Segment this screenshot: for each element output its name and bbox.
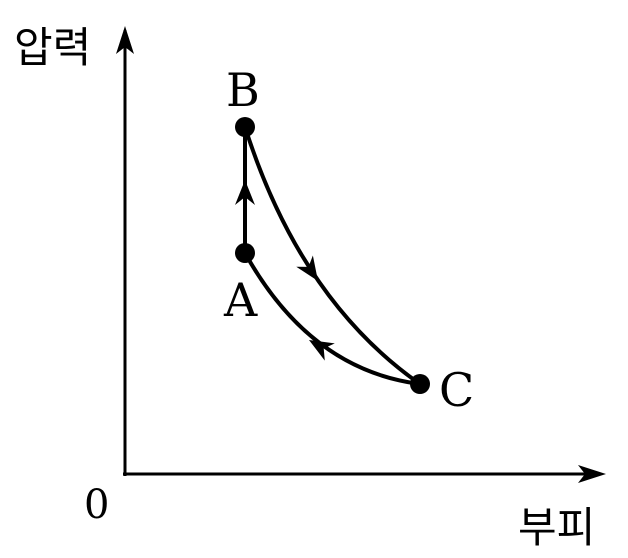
point-c-label: C [439,363,474,417]
point-a-label: A [223,273,258,327]
x-axis-label: 부피 [518,503,595,552]
y-axis-label: 압력 [14,23,91,72]
point-b-marker [235,117,255,137]
arrow-b-to-c [296,255,318,281]
process-b-to-c [243,126,422,386]
point-a-marker [235,243,255,263]
arrow-a-to-b [235,180,255,205]
origin-label: 0 [84,482,109,528]
point-b-label: B [226,63,260,117]
arrow-c-to-a [309,340,335,361]
y-axis-arrowhead [116,26,134,54]
point-c-marker [410,374,430,394]
x-axis-arrowhead [578,465,606,483]
